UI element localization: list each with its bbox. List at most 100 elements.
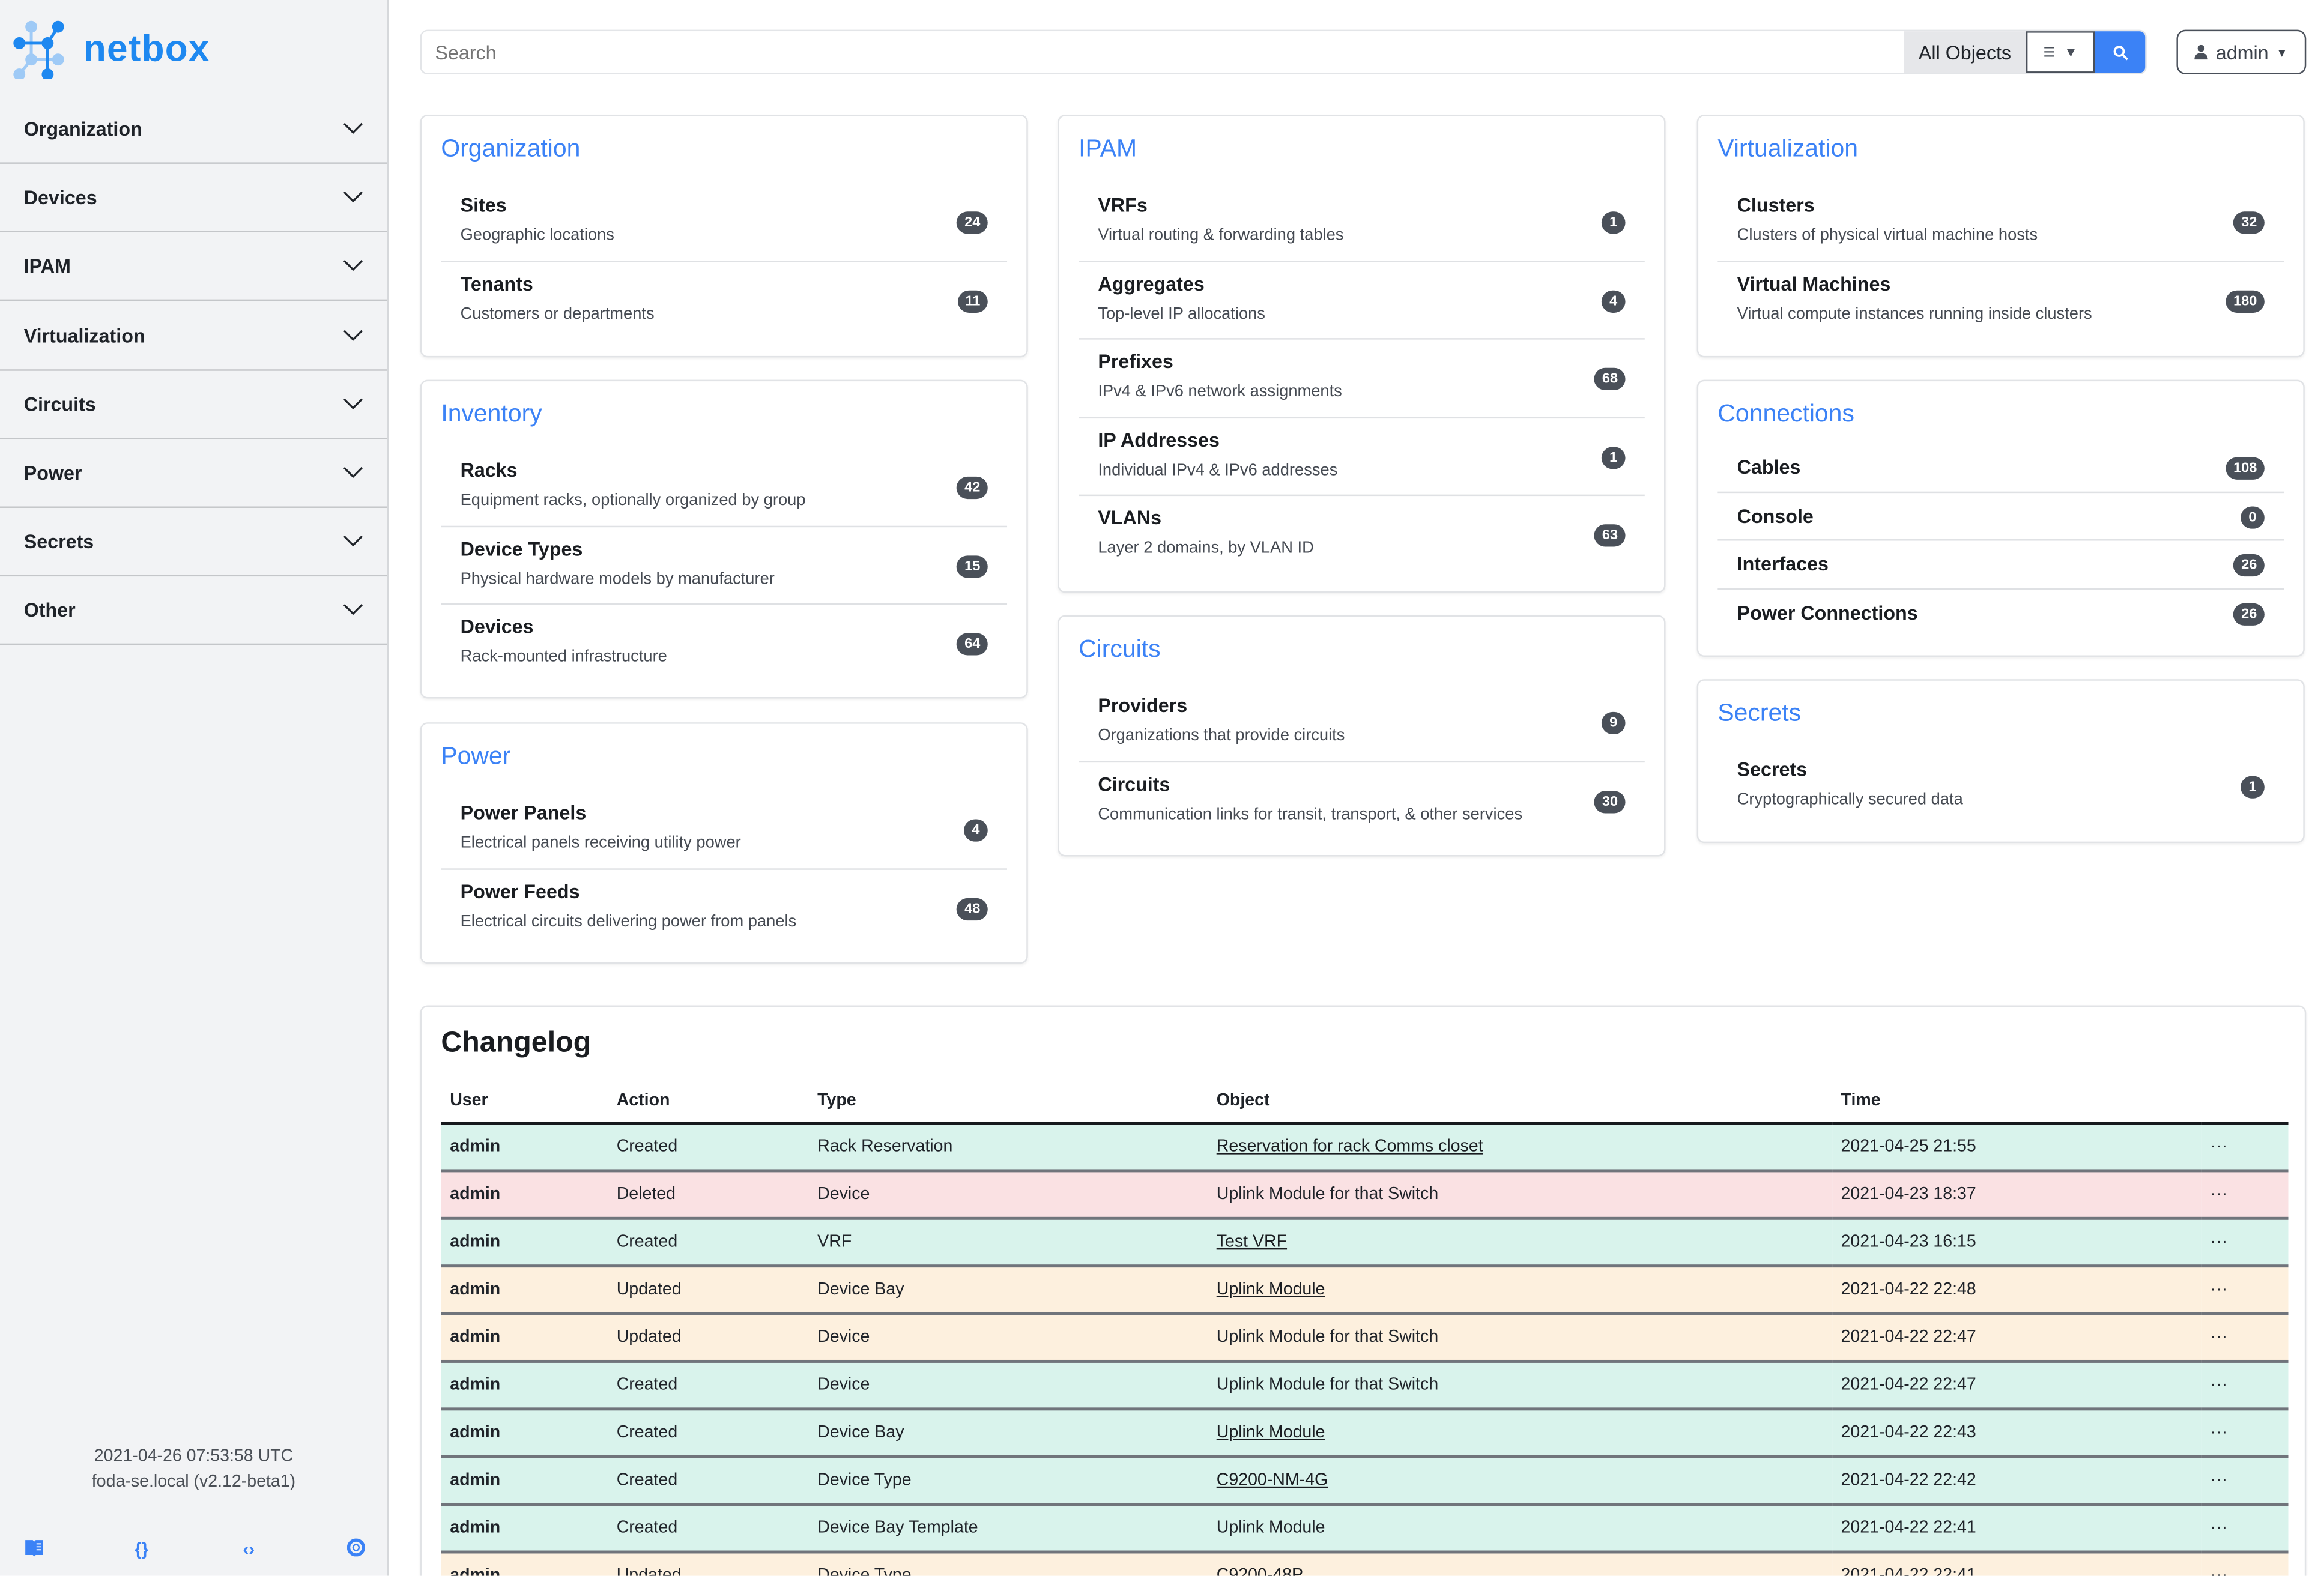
netbox-logo[interactable]: netbox [12,19,210,79]
lifebuoy-icon[interactable] [346,1538,367,1560]
sidebar-item-devices[interactable]: Devices [0,164,388,233]
card-title[interactable]: Power [441,743,511,770]
item-name[interactable]: Prefixes [1098,350,1173,373]
row-details-button[interactable]: ··· [2201,1457,2289,1506]
object-link[interactable]: C9200-NM-4G [1216,1472,1328,1490]
row-details-button[interactable]: ··· [2201,1123,2289,1173]
row-details-button[interactable]: ··· [2201,1504,2289,1554]
search-input[interactable] [422,31,1904,73]
row-details-button[interactable]: ··· [2201,1170,2289,1220]
sidebar-item-label: Secrets [23,530,94,553]
object-link[interactable]: Uplink Module [1216,1281,1325,1299]
item-name[interactable]: Console [1737,504,1814,527]
item-name[interactable]: Clusters [1737,193,1815,216]
sidebar-item-circuits[interactable]: Circuits [0,370,388,439]
book-icon[interactable] [24,1539,45,1560]
server-host-version: foda-se.local (v2.12-beta1) [91,1473,296,1491]
item-name[interactable]: Power Connections [1737,601,1918,624]
sidebar-item-virtualization[interactable]: Virtualization [0,302,388,370]
row-user: admin [441,1361,608,1411]
card-item-console[interactable]: Console 0 [1717,492,2284,541]
row-object: C9200-NM-4G [1207,1457,1832,1506]
item-name[interactable]: VLANs [1098,507,1162,530]
item-name[interactable]: Device Types [460,537,583,560]
object-link[interactable]: C9200-48P [1216,1566,1304,1576]
row-details-button[interactable]: ··· [2201,1551,2289,1576]
card-title[interactable]: IPAM [1079,135,1137,163]
item-name[interactable]: IP Addresses [1098,428,1220,451]
row-action: Created [607,1361,809,1411]
card-item-vrfs[interactable]: VRFs Virtual routing & forwarding tables 1 [1079,183,1645,262]
object-link[interactable]: Uplink Module [1216,1424,1325,1442]
item-description: Equipment racks, optionally organized by… [460,491,806,510]
card-item-aggregates[interactable]: Aggregates Top-level IP allocations 4 [1079,262,1645,340]
row-details-button[interactable]: ··· [2201,1266,2289,1315]
card-item-cables[interactable]: Cables 108 [1717,444,2284,492]
count-badge: 15 [957,555,988,578]
sidebar-item-power[interactable]: Power [0,439,388,508]
braces-icon[interactable]: {} [135,1538,149,1560]
item-name[interactable]: Racks [460,459,518,482]
card-item-interfaces[interactable]: Interfaces 26 [1717,541,2284,590]
item-name[interactable]: Providers [1098,694,1188,717]
card-title[interactable]: Secrets [1717,699,1802,727]
card-item-sites[interactable]: Sites Geographic locations 24 [441,183,1008,262]
row-type: Device [808,1170,1208,1220]
item-name[interactable]: Power Panels [460,801,587,824]
sidebar-item-other[interactable]: Other [0,577,388,646]
card-item-providers[interactable]: Providers Organizations that provide circ… [1079,684,1645,762]
sidebar-item-organization[interactable]: Organization [0,95,388,164]
card-item-ip-addresses[interactable]: IP Addresses Individual IPv4 & IPv6 addre… [1079,418,1645,497]
filter-dropdown-button[interactable]: ☰ ▼ [2026,31,2095,73]
sidebar-item-ipam[interactable]: IPAM [0,233,388,302]
item-description: Physical hardware models by manufacturer [460,570,775,588]
card-item-power-panels[interactable]: Power Panels Electrical panels receiving … [441,791,1008,869]
card-item-vlans[interactable]: VLANs Layer 2 domains, by VLAN ID 63 [1079,497,1645,575]
column-header-type: Type [808,1078,1208,1125]
item-name[interactable]: Power Feeds [460,880,580,902]
sidebar-item-label: IPAM [23,255,71,278]
search-button[interactable] [2095,31,2146,73]
count-badge: 108 [2226,457,2265,480]
card-item-power-feeds[interactable]: Power Feeds Electrical circuits deliverin… [441,869,1007,947]
card-item-tenants[interactable]: Tenants Customers or departments 11 [441,262,1007,340]
card-title[interactable]: Virtualization [1717,135,1858,163]
row-object: Uplink Module [1207,1408,1832,1458]
code-icon[interactable]: ‹› [243,1538,255,1560]
card-title[interactable]: Connections [1717,400,1854,427]
item-name[interactable]: Tenants [460,271,533,295]
card-title[interactable]: Circuits [1079,636,1161,663]
card-item-device-types[interactable]: Device Types Physical hardware models by … [441,527,1008,605]
object-link[interactable]: Test VRF [1216,1233,1288,1251]
item-name[interactable]: Devices [460,615,534,638]
item-name[interactable]: Aggregates [1098,271,1205,295]
server-time: 2021-04-26 07:53:58 UTC [94,1448,294,1466]
item-name[interactable]: Secrets [1737,758,1808,780]
object-link[interactable]: Reservation for rack Comms closet [1216,1138,1483,1156]
item-description: Clusters of physical virtual machine hos… [1737,226,2038,244]
card-title[interactable]: Organization [441,135,581,163]
card-item-virtual-machines[interactable]: Virtual Machines Virtual compute instance… [1717,262,2284,340]
card-item-circuits[interactable]: Circuits Communication links for transit,… [1079,762,1645,840]
item-name[interactable]: Virtual Machines [1737,271,1891,295]
changelog-row: admin Updated Device Uplink Module for that… [441,1314,2289,1363]
row-details-button[interactable]: ··· [2201,1314,2289,1363]
item-name[interactable]: Circuits [1098,772,1170,795]
row-details-button[interactable]: ··· [2201,1218,2289,1268]
card-title[interactable]: Inventory [441,400,542,427]
item-name[interactable]: Interfaces [1737,552,1829,575]
card-item-power-connections[interactable]: Power Connections 26 [1717,589,2284,638]
card-item-prefixes[interactable]: Prefixes IPv4 & IPv6 network assignments 6… [1079,340,1645,418]
item-name[interactable]: Cables [1737,456,1801,479]
card-item-clusters[interactable]: Clusters Clusters of physical virtual mac… [1717,183,2284,262]
item-name[interactable]: VRFs [1098,193,1148,216]
card-item-devices[interactable]: Devices Rack-mounted infrastructure 64 [441,605,1007,683]
search-scope-select[interactable]: All Objects [1904,31,2026,73]
row-details-button[interactable]: ··· [2201,1408,2289,1458]
row-details-button[interactable]: ··· [2201,1361,2289,1411]
card-item-racks[interactable]: Racks Equipment racks, optionally organiz… [441,448,1008,527]
sidebar-item-secrets[interactable]: Secrets [0,508,388,577]
item-name[interactable]: Sites [460,193,507,216]
card-item-secrets[interactable]: Secrets Cryptographically secured data 1 [1717,747,2284,826]
user-menu-button[interactable]: admin ▼ [2176,29,2307,75]
